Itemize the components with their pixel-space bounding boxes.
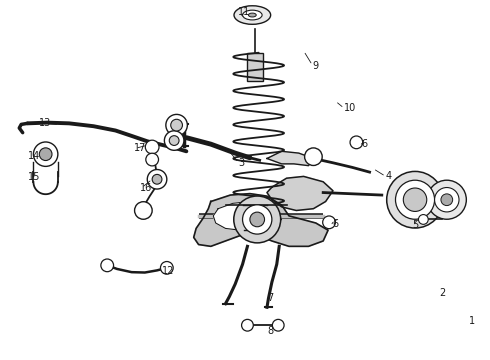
Ellipse shape [248, 13, 256, 17]
Ellipse shape [166, 114, 187, 136]
Ellipse shape [164, 131, 184, 150]
Text: 6: 6 [361, 139, 368, 149]
Text: 4: 4 [386, 171, 392, 181]
Ellipse shape [152, 174, 162, 184]
Ellipse shape [101, 259, 114, 272]
Text: 13: 13 [39, 118, 51, 128]
Ellipse shape [441, 194, 453, 206]
Text: 11: 11 [238, 7, 250, 17]
Text: 14: 14 [27, 150, 40, 161]
Ellipse shape [387, 171, 443, 228]
Text: 9: 9 [313, 61, 318, 71]
Text: 12: 12 [162, 266, 174, 276]
Ellipse shape [147, 170, 167, 189]
Polygon shape [194, 194, 328, 246]
Text: 6: 6 [332, 219, 338, 229]
Polygon shape [247, 53, 263, 81]
Ellipse shape [272, 319, 284, 331]
Text: 1: 1 [469, 316, 475, 325]
Text: 15: 15 [27, 172, 40, 182]
Ellipse shape [403, 188, 427, 211]
Ellipse shape [146, 153, 159, 166]
Ellipse shape [350, 136, 363, 149]
Ellipse shape [395, 180, 435, 219]
Ellipse shape [323, 216, 335, 229]
Text: 5: 5 [413, 220, 419, 230]
Ellipse shape [33, 142, 58, 166]
Text: 2: 2 [440, 288, 446, 298]
Text: 3: 3 [239, 158, 245, 168]
Ellipse shape [435, 188, 459, 212]
Text: 7: 7 [267, 293, 273, 303]
Ellipse shape [250, 212, 265, 227]
Ellipse shape [305, 148, 322, 166]
Ellipse shape [146, 140, 159, 154]
Text: 16: 16 [140, 183, 152, 193]
Polygon shape [267, 176, 333, 211]
Ellipse shape [243, 10, 262, 20]
Text: 17: 17 [134, 143, 146, 153]
Ellipse shape [427, 180, 466, 219]
Polygon shape [213, 202, 282, 230]
Text: 8: 8 [267, 326, 273, 336]
Ellipse shape [242, 319, 253, 331]
Polygon shape [267, 151, 314, 166]
Ellipse shape [135, 202, 152, 219]
Ellipse shape [418, 215, 428, 224]
Ellipse shape [39, 148, 52, 161]
Ellipse shape [234, 6, 270, 24]
Ellipse shape [171, 119, 182, 131]
Ellipse shape [169, 136, 179, 145]
Ellipse shape [243, 205, 272, 234]
Ellipse shape [160, 261, 173, 274]
Ellipse shape [234, 196, 281, 243]
Text: 10: 10 [344, 103, 356, 113]
